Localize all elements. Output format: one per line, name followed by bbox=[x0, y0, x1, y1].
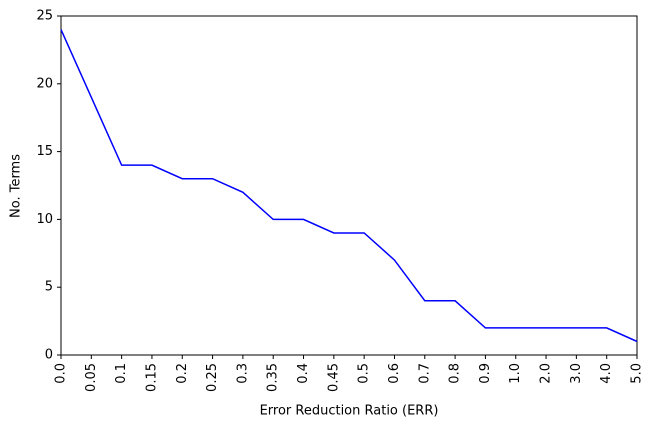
x-tick-label: 0.9 bbox=[478, 363, 493, 384]
x-tick-label: 0.05 bbox=[84, 363, 99, 392]
x-axis-label: Error Reduction Ratio (ERR) bbox=[260, 404, 439, 419]
x-tick-label: 4.0 bbox=[599, 363, 614, 384]
x-tick-label: 0.1 bbox=[114, 363, 129, 384]
x-tick-label: 1.0 bbox=[508, 363, 523, 384]
plot-frame bbox=[60, 15, 638, 356]
y-tick-label: 25 bbox=[36, 9, 53, 24]
x-tick-label: 5.0 bbox=[630, 363, 645, 384]
y-tick-label: 20 bbox=[36, 76, 53, 91]
y-tick-label: 10 bbox=[36, 212, 53, 227]
y-tick-label: 5 bbox=[45, 280, 53, 295]
x-tick-label: 0.0 bbox=[54, 363, 69, 384]
x-tick-label: 0.6 bbox=[387, 363, 402, 384]
x-tick-label: 3.0 bbox=[569, 363, 584, 384]
y-tick-label: 0 bbox=[45, 348, 53, 363]
x-tick-label: 0.25 bbox=[205, 363, 220, 392]
y-tick-label: 15 bbox=[36, 144, 53, 159]
x-tick-label: 0.8 bbox=[448, 363, 463, 384]
x-tick-label: 0.5 bbox=[357, 363, 372, 384]
x-tick-label: 0.45 bbox=[326, 363, 341, 392]
x-tick-label: 2.0 bbox=[539, 363, 554, 384]
x-tick-label: 0.2 bbox=[175, 363, 190, 384]
x-tick-label: 0.35 bbox=[266, 363, 281, 392]
x-tick-label: 0.7 bbox=[417, 363, 432, 384]
data-line bbox=[60, 29, 638, 343]
x-tick-label: 0.3 bbox=[235, 363, 250, 384]
y-axis-label: No. Terms bbox=[9, 154, 24, 218]
x-tick-label: 0.15 bbox=[144, 363, 159, 392]
x-tick-label: 0.4 bbox=[296, 363, 311, 384]
